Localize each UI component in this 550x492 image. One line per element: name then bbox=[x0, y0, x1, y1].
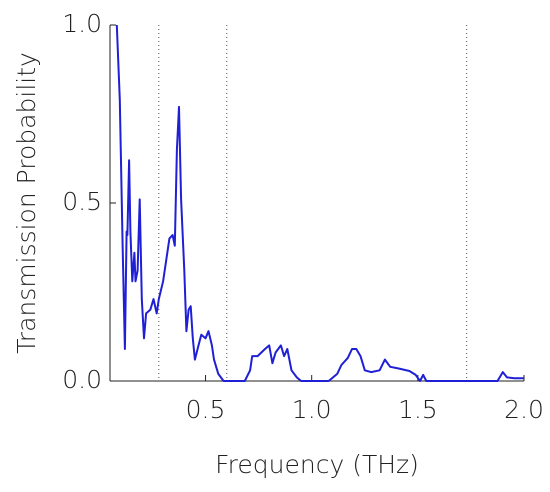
x-axis-label: Frequency (THz) bbox=[215, 450, 419, 479]
y-axis-label: Transmission Probability bbox=[12, 52, 41, 354]
y-tick-label: 0.5 bbox=[62, 187, 102, 216]
y-tick-label: 1.0 bbox=[62, 9, 102, 38]
x-tick-label: 0.5 bbox=[186, 395, 226, 424]
x-tick-label: 1.5 bbox=[398, 395, 438, 424]
data-line bbox=[115, 24, 524, 382]
y-tick-label: 0.0 bbox=[62, 365, 102, 394]
x-tick-label: 2.0 bbox=[504, 395, 544, 424]
x-tick-label: 1.0 bbox=[292, 395, 332, 424]
